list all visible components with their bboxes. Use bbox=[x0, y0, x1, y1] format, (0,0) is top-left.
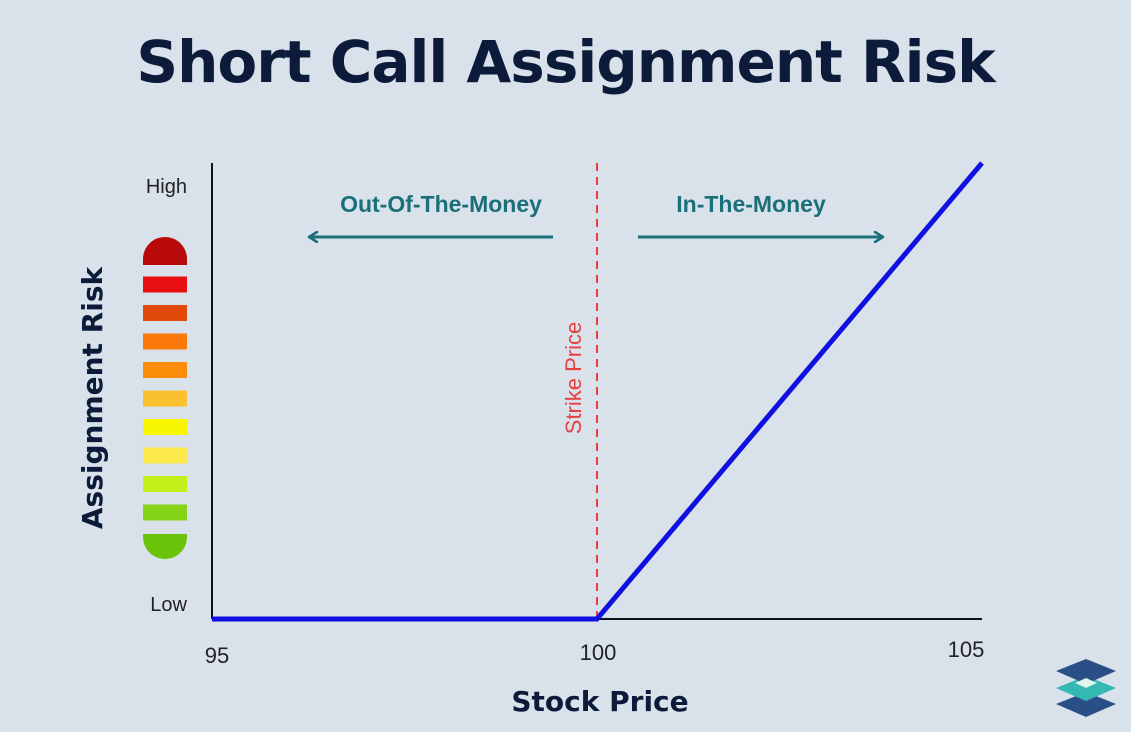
risk-scale-band bbox=[143, 504, 187, 521]
x-tick-95: 95 bbox=[205, 643, 229, 668]
chart-title: Short Call Assignment Risk bbox=[136, 28, 995, 96]
x-tick-105: 105 bbox=[948, 637, 985, 662]
risk-line bbox=[212, 161, 984, 622]
strike-label: Strike Price bbox=[561, 322, 586, 434]
y-tick-low: Low bbox=[150, 594, 187, 616]
risk-scale-band bbox=[143, 447, 187, 464]
risk-scale-band bbox=[143, 419, 187, 435]
y-tick-high: High bbox=[146, 176, 187, 198]
itm-label: In-The-Money bbox=[676, 191, 826, 217]
risk-scale-band bbox=[143, 305, 187, 321]
risk-scale-band bbox=[143, 362, 187, 378]
risk-scale-band bbox=[143, 534, 187, 559]
x-tick-100: 100 bbox=[580, 640, 617, 665]
otm-label: Out-Of-The-Money bbox=[340, 191, 542, 217]
y-axis-label: Assignment Risk bbox=[76, 266, 109, 530]
risk-scale-band bbox=[143, 276, 187, 293]
risk-scale-band bbox=[143, 333, 187, 350]
logo-icon bbox=[1056, 659, 1116, 717]
risk-scale-band bbox=[143, 237, 187, 265]
risk-scale-band bbox=[143, 476, 187, 492]
risk-scale-band bbox=[143, 390, 187, 407]
risk-scale bbox=[143, 237, 187, 559]
x-axis-label: Stock Price bbox=[511, 685, 688, 718]
